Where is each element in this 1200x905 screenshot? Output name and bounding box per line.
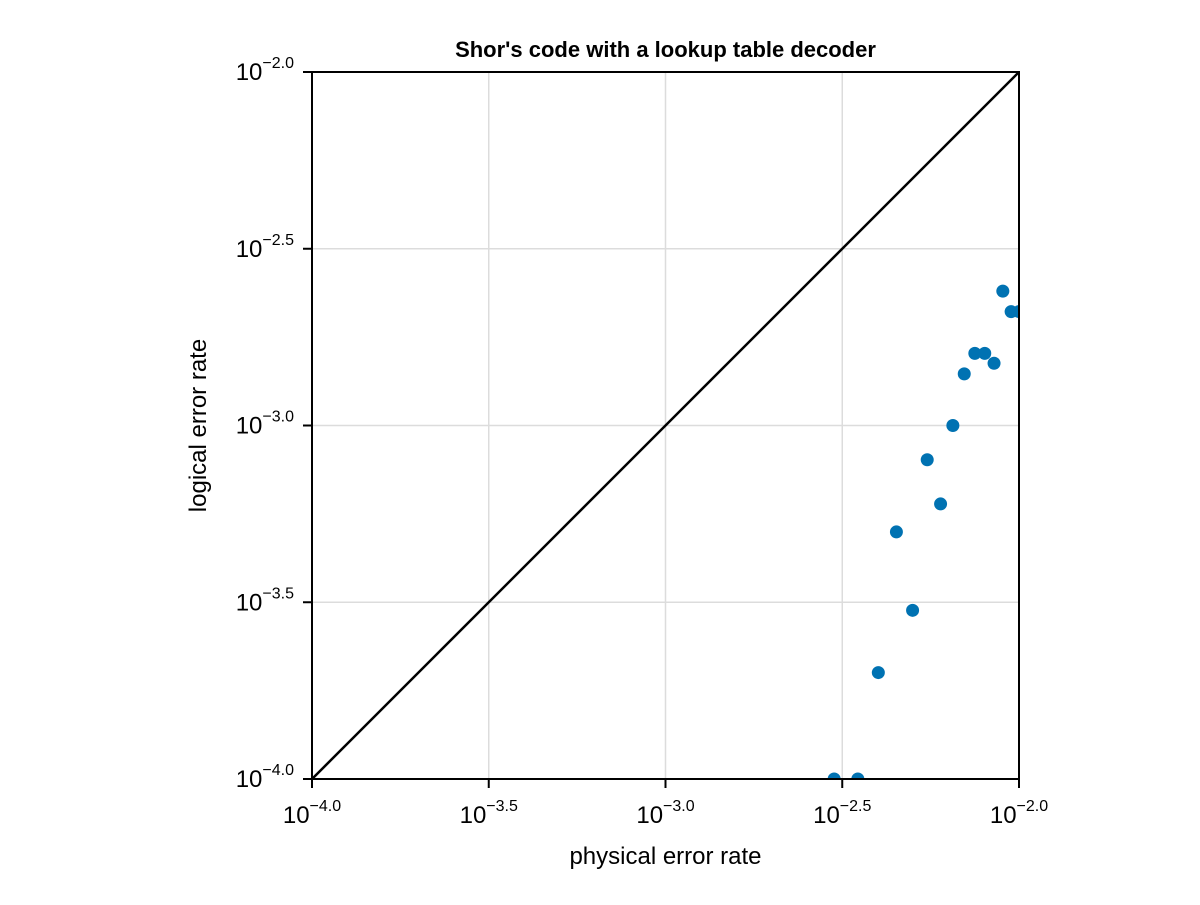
data-point <box>957 367 971 381</box>
data-point <box>906 603 920 617</box>
data-point <box>987 356 1001 370</box>
y-tick-label: 10−2.0 <box>236 55 294 86</box>
reference-line <box>312 72 1019 779</box>
x-axis-ticks: 10−4.0 10−3.5 10−3.0 10−2.5 10−2.0 <box>283 779 1048 829</box>
x-tick-label: 10−3.5 <box>460 798 518 829</box>
data-point <box>978 346 992 360</box>
data-point <box>889 525 903 539</box>
y-tick-label: 10−2.5 <box>236 232 294 263</box>
data-point <box>827 772 841 779</box>
data-point <box>851 772 865 779</box>
data-point <box>946 419 960 432</box>
data-point <box>996 284 1010 298</box>
data-point <box>920 453 934 467</box>
data-points <box>827 284 1019 779</box>
chart-title: Shor's code with a lookup table decoder <box>455 37 876 62</box>
y-tick-label: 10−4.0 <box>236 762 294 793</box>
y-tick-label: 10−3.0 <box>236 409 294 440</box>
data-point <box>871 666 885 680</box>
x-tick-label: 10−3.0 <box>636 798 694 829</box>
data-point <box>1012 305 1019 319</box>
y-tick-label: 10−3.5 <box>236 585 294 616</box>
x-tick-label: 10−2.5 <box>813 798 871 829</box>
y-axis-label: logical error rate <box>185 339 212 512</box>
x-axis-label: physical error rate <box>569 843 761 870</box>
diagonal-line <box>312 72 1019 779</box>
data-point <box>934 497 948 511</box>
x-tick-label: 10−4.0 <box>283 798 341 829</box>
x-tick-label: 10−2.0 <box>990 798 1048 829</box>
y-axis-ticks: 10−4.0 10−3.5 10−3.0 10−2.5 10−2.0 <box>236 55 312 793</box>
data-point <box>968 346 982 360</box>
